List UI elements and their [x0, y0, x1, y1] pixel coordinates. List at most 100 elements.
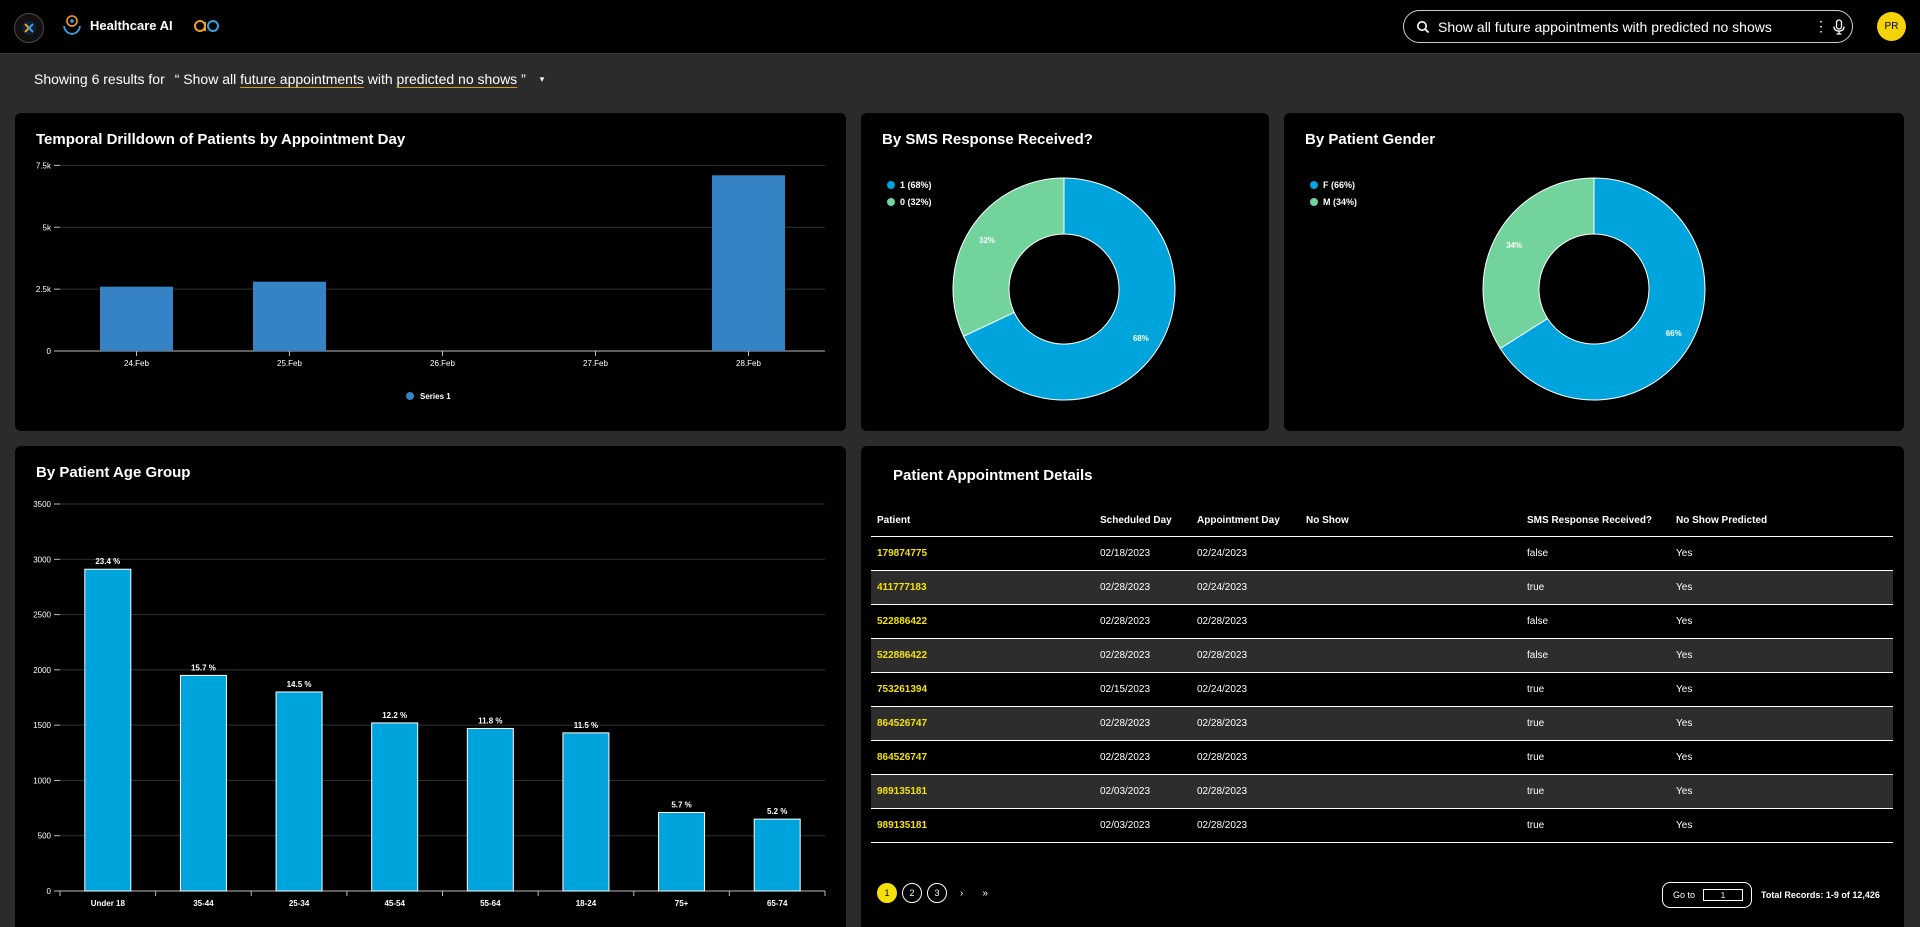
- patient-id-cell[interactable]: 864526747: [871, 706, 1094, 741]
- table-cell: 02/28/2023: [1094, 604, 1191, 639]
- bar: [658, 811, 706, 892]
- ao-logo-icon: ao: [193, 17, 219, 32]
- legend-label: 1 (68%): [900, 179, 932, 190]
- bar: [712, 175, 785, 351]
- legend-item[interactable]: 1 (68%): [887, 176, 932, 193]
- age-chart-title: By Patient Age Group: [36, 464, 191, 481]
- last-page-icon[interactable]: »: [982, 887, 988, 899]
- column-header[interactable]: Patient: [871, 504, 1094, 537]
- y-tick-label: 3500: [33, 500, 51, 509]
- table-cell: [1300, 774, 1521, 809]
- patient-id-cell[interactable]: 522886422: [871, 604, 1094, 639]
- table-cell: Yes: [1670, 808, 1893, 843]
- patient-id-cell[interactable]: 989135181: [871, 774, 1094, 809]
- search-bar[interactable]: ⋮: [1403, 10, 1853, 43]
- table-cell: 02/28/2023: [1191, 808, 1300, 843]
- legend-dot: [406, 392, 414, 400]
- sms-chart-card: By SMS Response Received? 1 (68%) 0 (32%…: [861, 113, 1269, 431]
- bar: [100, 286, 173, 351]
- results-dropdown-icon[interactable]: ▾: [539, 73, 545, 84]
- pie-data-label: 32%: [979, 236, 995, 245]
- table-cell: [1300, 638, 1521, 673]
- y-tick-label: 2500: [33, 611, 51, 620]
- legend-item[interactable]: 0 (32%): [887, 193, 932, 210]
- column-header[interactable]: SMS Response Received?: [1521, 504, 1670, 537]
- query-entity-no-shows[interactable]: predicted no shows: [396, 71, 518, 87]
- goto-page-input[interactable]: [1703, 889, 1744, 901]
- pie-slice: [952, 177, 1065, 337]
- table-cell: true: [1521, 570, 1670, 605]
- total-records: Total Records: 1-9 of 12,426: [1761, 890, 1880, 900]
- table-body: 179874775 02/18/2023 02/24/2023 false Yes 411…: [871, 536, 1893, 843]
- bar-data-label: 11.8 %: [478, 716, 502, 725]
- y-tick-label: 0: [47, 887, 52, 896]
- column-header[interactable]: No Show Predicted: [1670, 504, 1893, 537]
- query-close-quote: ”: [521, 71, 526, 87]
- legend-item[interactable]: F (66%): [1310, 176, 1357, 193]
- patient-id-cell[interactable]: 753261394: [871, 672, 1094, 707]
- user-avatar[interactable]: PR: [1877, 12, 1906, 41]
- x-tick-label: 65-74: [767, 899, 788, 908]
- page-button-1[interactable]: 1: [877, 883, 897, 903]
- patient-id-cell[interactable]: 522886422: [871, 638, 1094, 673]
- table-cell: false: [1521, 638, 1670, 673]
- x-tick-label: 45-54: [384, 899, 405, 908]
- table-cell: 02/24/2023: [1191, 570, 1300, 605]
- legend-item[interactable]: M (34%): [1310, 193, 1357, 210]
- x-tick-label: 28.Feb: [736, 359, 761, 368]
- patient-id-cell[interactable]: 989135181: [871, 808, 1094, 843]
- table-cell: 02/28/2023: [1191, 604, 1300, 639]
- table-cell: [1300, 536, 1521, 571]
- app-title: Healthcare AI: [90, 17, 173, 33]
- page-button-2[interactable]: 2: [902, 883, 922, 903]
- patient-id-cell[interactable]: 864526747: [871, 740, 1094, 775]
- table-row[interactable]: 411777183 02/28/2023 02/24/2023 true Yes: [871, 570, 1893, 605]
- table-cell: Yes: [1670, 536, 1893, 571]
- y-tick-label: 500: [38, 832, 52, 841]
- x-tick-label: 27.Feb: [583, 359, 608, 368]
- table-cell: false: [1521, 604, 1670, 639]
- column-header[interactable]: No Show: [1300, 504, 1521, 537]
- table-row[interactable]: 989135181 02/03/2023 02/28/2023 true Yes: [871, 774, 1893, 809]
- table-header-row: Patient Scheduled Day Appointment Day No…: [871, 504, 1893, 537]
- table-cell: [1300, 740, 1521, 775]
- table-cell: true: [1521, 740, 1670, 775]
- pie-data-label: 34%: [1506, 241, 1522, 250]
- bar: [371, 722, 419, 892]
- column-header[interactable]: Appointment Day: [1191, 504, 1300, 537]
- table-row[interactable]: 864526747 02/28/2023 02/28/2023 true Yes: [871, 740, 1893, 775]
- legend-dot: [887, 197, 895, 206]
- patient-id-cell[interactable]: 411777183: [871, 570, 1094, 605]
- table-cell: 02/18/2023: [1094, 536, 1191, 571]
- table-cell: 02/28/2023: [1094, 706, 1191, 741]
- pagination: 1 2 3 › »: [877, 883, 988, 903]
- table-row[interactable]: 179874775 02/18/2023 02/24/2023 false Yes: [871, 536, 1893, 571]
- table-row[interactable]: 753261394 02/15/2023 02/24/2023 true Yes: [871, 672, 1893, 707]
- temporal-chart-title: Temporal Drilldown of Patients by Appoin…: [36, 131, 406, 148]
- more-options-icon[interactable]: ⋮: [1814, 18, 1828, 34]
- ao-logo-text: ao: [193, 17, 195, 18]
- bar: [275, 691, 323, 892]
- next-page-icon[interactable]: ›: [960, 887, 964, 899]
- table-row[interactable]: 864526747 02/28/2023 02/28/2023 true Yes: [871, 706, 1893, 741]
- legend-dot: [1310, 180, 1318, 189]
- results-prefix: Showing 6 results for: [34, 71, 165, 87]
- patient-id-cell[interactable]: 179874775: [871, 536, 1094, 571]
- x-tick-label: 75+: [675, 899, 689, 908]
- app-menu-logo-icon[interactable]: [14, 13, 44, 43]
- query-entity-future[interactable]: future appointments: [240, 71, 364, 87]
- y-tick-label: 2000: [33, 666, 51, 675]
- table-cell: 02/24/2023: [1191, 536, 1300, 571]
- table-cell: [1300, 706, 1521, 741]
- table-row[interactable]: 522886422 02/28/2023 02/28/2023 false Yes: [871, 638, 1893, 673]
- column-header[interactable]: Scheduled Day: [1094, 504, 1191, 537]
- table-cell: [1300, 672, 1521, 707]
- search-input[interactable]: [1438, 18, 1808, 35]
- search-icon: [1417, 20, 1430, 33]
- microphone-icon[interactable]: [1832, 18, 1846, 35]
- table-row[interactable]: 989135181 02/03/2023 02/28/2023 true Yes: [871, 808, 1893, 843]
- table-row[interactable]: 522886422 02/28/2023 02/28/2023 false Yes: [871, 604, 1893, 639]
- page-button-3[interactable]: 3: [927, 883, 947, 903]
- results-query: “ Show all future appointments with pred…: [175, 71, 526, 87]
- sms-legend: 1 (68%) 0 (32%): [887, 176, 932, 210]
